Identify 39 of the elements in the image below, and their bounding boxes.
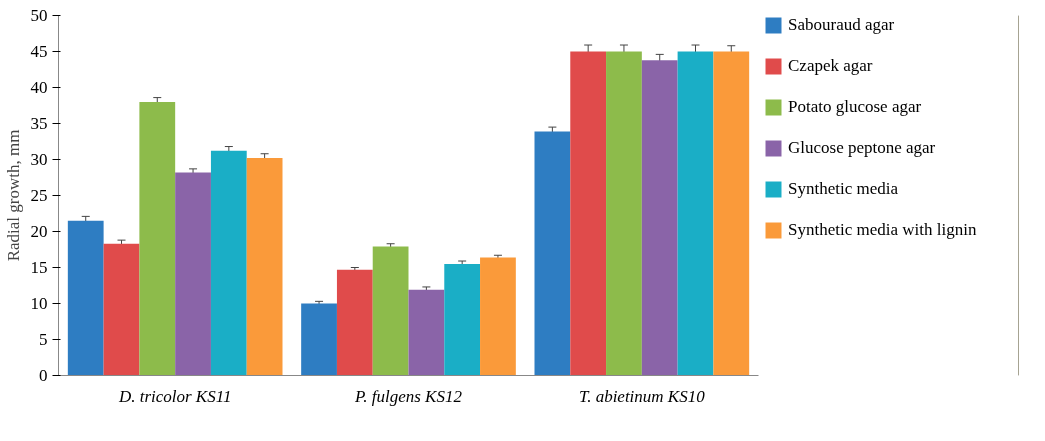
bar xyxy=(372,246,409,376)
legend-label: Synthetic media xyxy=(788,179,899,199)
bar xyxy=(534,131,571,376)
legend-label: Sabouraud agar xyxy=(788,15,895,35)
legend-label: Glucose peptone agar xyxy=(788,138,936,158)
legend-label: Potato glucose agar xyxy=(788,97,922,117)
bar xyxy=(408,289,445,376)
y-tick-label: 5 xyxy=(39,330,48,349)
bar xyxy=(67,220,104,376)
y-tick-label: 50 xyxy=(30,6,48,25)
bar xyxy=(175,172,211,376)
y-tick-label: 15 xyxy=(30,258,48,277)
bar xyxy=(301,303,337,376)
y-tick-label: 35 xyxy=(30,114,48,133)
bar xyxy=(677,51,714,376)
legend-label: Czapek agar xyxy=(788,56,873,76)
y-tick-label: 45 xyxy=(30,42,48,61)
bar xyxy=(570,51,607,376)
y-tick-label: 20 xyxy=(30,222,48,241)
bar xyxy=(103,243,140,376)
y-tick-label: 40 xyxy=(30,78,48,97)
y-tick-label: 30 xyxy=(30,150,48,169)
bar xyxy=(480,257,516,376)
bar xyxy=(641,60,678,376)
x-tick-label: P. fulgens KS12 xyxy=(354,386,463,406)
y-tick-label: 25 xyxy=(30,186,48,205)
bar xyxy=(246,158,283,376)
bar xyxy=(210,150,247,376)
y-tick-label: 0 xyxy=(39,366,48,385)
bar xyxy=(444,263,481,376)
bar xyxy=(606,51,642,376)
bar xyxy=(713,51,750,376)
y-axis-title: Radial growth, mm xyxy=(3,129,23,262)
y-tick-label: 10 xyxy=(30,294,48,313)
legend-label: Synthetic media with lignin xyxy=(788,220,977,240)
x-tick-label: T. abietinum KS10 xyxy=(578,386,706,406)
x-tick-label: D. tricolor KS11 xyxy=(117,386,232,406)
bar xyxy=(336,269,373,376)
bar xyxy=(139,101,176,376)
